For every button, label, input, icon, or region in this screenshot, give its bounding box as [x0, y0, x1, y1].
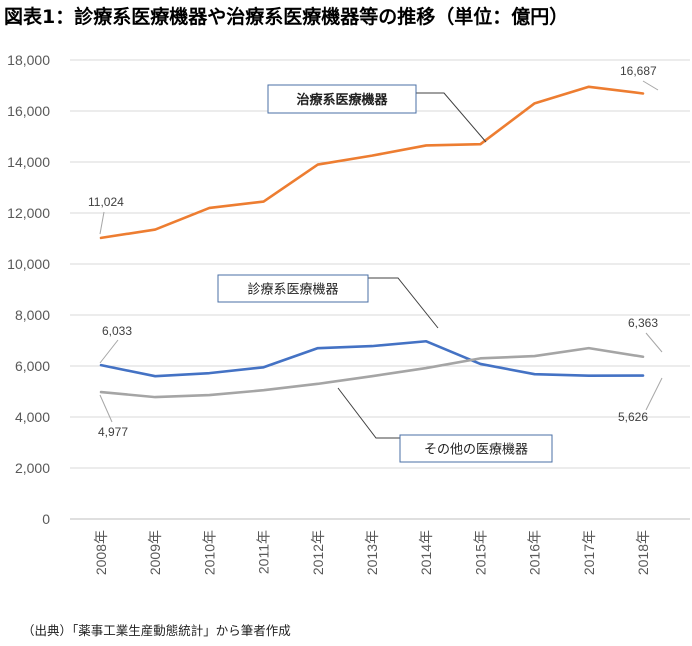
y-tick-label: 10,000	[7, 256, 50, 272]
y-tick-label: 0	[42, 511, 50, 527]
data-label-leader	[645, 332, 663, 353]
y-tick-label: 18,000	[7, 52, 50, 68]
y-tick-label: 2,000	[15, 460, 50, 476]
x-tick-label: 2015年	[472, 530, 488, 575]
y-tick-label: 6,000	[15, 358, 50, 374]
x-tick-label: 2011年	[256, 530, 272, 574]
data-label-leader	[642, 80, 659, 91]
x-tick-label: 2017年	[581, 530, 597, 575]
data-label-leader	[645, 377, 663, 411]
data-label-leader	[99, 211, 105, 235]
data-label-leader	[99, 339, 119, 364]
x-tick-label: 2013年	[364, 530, 380, 575]
data-label-other: 4,977	[98, 425, 128, 439]
series-callout-box	[217, 274, 369, 303]
x-tick-label: 2010年	[201, 530, 217, 575]
x-tick-label: 2009年	[147, 530, 163, 575]
y-tick-label: 14,000	[7, 154, 50, 170]
data-label-diagnosis: 5,626	[618, 410, 648, 424]
y-tick-label: 12,000	[7, 205, 50, 221]
source-note: （出典）「薬事工業生産動態統計」から筆者作成	[22, 623, 291, 638]
callout-leader	[416, 92, 487, 143]
callout-leader	[337, 387, 400, 439]
series-line-diagnosis	[99, 339, 645, 378]
x-tick-label: 2008年	[93, 530, 109, 575]
data-label-leader	[99, 394, 113, 423]
series-callout-box	[267, 84, 417, 114]
x-tick-label: 2014年	[418, 530, 434, 575]
chart-title: 図表1：診療系医療機器や治療系医療機器等の推移（単位：億円）	[4, 6, 569, 28]
series-name-other: その他の医療機器	[424, 443, 528, 458]
data-label-treatment: 11,024	[88, 195, 124, 209]
series-name-treatment: 治療系医療機器	[296, 92, 388, 108]
series-name-diagnosis: 診療系医療機器	[247, 282, 338, 298]
data-label-treatment: 16,687	[620, 64, 657, 78]
y-tick-label: 4,000	[15, 409, 50, 425]
callout-leader	[368, 277, 439, 329]
x-tick-label: 2016年	[527, 530, 543, 575]
x-tick-label: 2018年	[635, 530, 651, 575]
series-callout-box	[399, 434, 553, 463]
data-label-other: 6,363	[628, 316, 658, 330]
data-label-diagnosis: 6,033	[102, 324, 132, 338]
line-chart: 0 2,000 4,000 6,000 8,000 10,000 12,000 14,000 1…	[7, 52, 690, 575]
series-line-other	[99, 346, 645, 399]
y-tick-label: 8,000	[15, 307, 50, 323]
x-tick-label: 2012年	[310, 530, 326, 575]
y-tick-label: 16,000	[7, 103, 50, 119]
